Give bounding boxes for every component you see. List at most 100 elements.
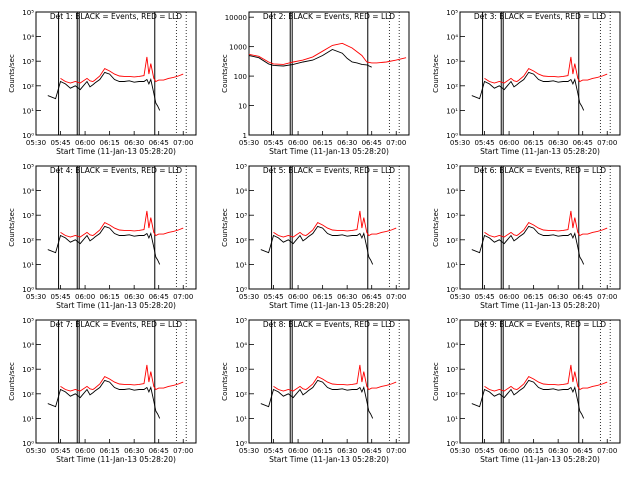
x-axis-label: Start Time (11-Jan-13 05:28:20): [269, 147, 389, 156]
lld-series-line: [273, 364, 397, 392]
y-tick-label: 10²: [446, 237, 458, 245]
plot-frame: [459, 11, 621, 136]
x-tick-label: 05:45: [263, 293, 283, 301]
y-axis-label: Counts/sec: [221, 208, 229, 247]
events-series-line: [471, 379, 585, 419]
events-series-line: [248, 49, 372, 68]
x-tick-label: 06:00: [75, 293, 95, 301]
y-tick-label: 1000: [229, 44, 247, 52]
plot-frame: [35, 319, 197, 444]
x-tick-label: 07:00: [386, 447, 406, 455]
x-tick-label: 05:45: [474, 293, 494, 301]
x-axis-label: Start Time (11-Jan-13 05:28:20): [480, 147, 600, 156]
y-tick-label: 10⁴: [235, 188, 247, 196]
x-tick-label: 05:30: [450, 139, 470, 147]
y-tick-label: 10⁴: [235, 342, 247, 350]
x-tick-label: 06:15: [524, 447, 544, 455]
events-series-line: [260, 379, 374, 419]
y-tick-label: 10¹: [446, 261, 458, 269]
y-tick-label: 10⁵: [235, 317, 247, 325]
x-tick-label: 06:00: [288, 447, 308, 455]
x-tick-label: 05:45: [263, 139, 283, 147]
y-tick-label: 10²: [446, 83, 458, 91]
y-tick-label: 10⁰: [446, 440, 458, 448]
x-tick-label: 05:45: [474, 447, 494, 455]
x-tick-label: 06:15: [100, 139, 120, 147]
x-tick-label: 07:00: [597, 293, 617, 301]
panel-det-3: Det 3: BLACK = Events, RED = LLD 05:30 05:…: [432, 9, 621, 156]
y-tick-label: 10⁰: [22, 132, 34, 140]
x-tick-label: 06:45: [573, 293, 593, 301]
x-tick-label: 07:00: [597, 447, 617, 455]
y-tick-label: 10⁴: [446, 34, 458, 42]
x-tick-label: 06:30: [337, 139, 357, 147]
x-tick-label: 06:45: [149, 447, 169, 455]
y-tick-label: 10⁴: [22, 188, 34, 196]
x-tick-label: 05:30: [26, 139, 46, 147]
x-tick-label: 06:30: [548, 447, 568, 455]
x-tick-label: 06:30: [124, 139, 144, 147]
x-tick-label: 06:15: [100, 447, 120, 455]
x-tick-label: 06:45: [573, 139, 593, 147]
y-tick-label: 10⁵: [22, 163, 34, 171]
x-tick-label: 07:00: [386, 293, 406, 301]
y-axis-label: Counts/sec: [432, 208, 440, 247]
y-tick-label: 10⁰: [235, 440, 247, 448]
x-tick-label: 06:45: [573, 447, 593, 455]
plot-frame: [35, 11, 197, 136]
x-tick-label: 06:15: [100, 293, 120, 301]
y-tick-label: 10¹: [235, 415, 247, 423]
panel-title: Det 6: BLACK = Events, RED = LLD: [474, 166, 606, 175]
x-tick-label: 07:00: [173, 139, 193, 147]
y-axis-label: Counts/sec: [8, 54, 16, 93]
x-tick-label: 06:00: [499, 293, 519, 301]
y-tick-label: 10³: [22, 212, 34, 220]
x-tick-label: 06:00: [288, 293, 308, 301]
y-tick-label: 10⁵: [446, 9, 458, 17]
x-tick-label: 06:00: [75, 447, 95, 455]
panel-det-4: Det 4: BLACK = Events, RED = LLD 05:30 05:…: [8, 163, 197, 310]
x-tick-label: 06:00: [499, 139, 519, 147]
lld-series-line: [60, 56, 184, 84]
x-tick-label: 06:00: [499, 447, 519, 455]
x-tick-label: 06:45: [362, 139, 382, 147]
y-tick-label: 10³: [22, 58, 34, 66]
panel-det-6: Det 6: BLACK = Events, RED = LLD 05:30 05:…: [432, 163, 621, 310]
y-tick-label: 10000: [225, 14, 247, 22]
x-tick-label: 06:45: [149, 139, 169, 147]
y-tick-label: 10¹: [446, 107, 458, 115]
lld-series-line: [484, 210, 608, 238]
plot-frame: [248, 319, 410, 444]
y-tick-label: 10¹: [446, 415, 458, 423]
y-tick-label: 10²: [22, 83, 34, 91]
x-tick-label: 07:00: [173, 293, 193, 301]
y-tick-label: 10³: [446, 366, 458, 374]
y-axis-label: Counts/sec: [221, 362, 229, 401]
x-tick-label: 06:00: [75, 139, 95, 147]
x-axis-label: Start Time (11-Jan-13 05:28:20): [56, 147, 176, 156]
x-tick-label: 07:00: [173, 447, 193, 455]
x-tick-label: 05:45: [474, 139, 494, 147]
plot-frame: [459, 165, 621, 290]
y-tick-label: 10²: [22, 391, 34, 399]
y-tick-label: 10⁰: [235, 286, 247, 294]
y-axis-label: Counts/sec: [221, 54, 229, 93]
y-tick-label: 10³: [446, 58, 458, 66]
x-tick-label: 06:15: [313, 139, 333, 147]
y-tick-label: 10: [238, 103, 247, 111]
panel-title: Det 5: BLACK = Events, RED = LLD: [263, 166, 395, 175]
y-tick-label: 10⁴: [22, 34, 34, 42]
x-tick-label: 07:00: [386, 139, 406, 147]
y-tick-label: 10³: [22, 366, 34, 374]
x-tick-label: 05:45: [263, 447, 283, 455]
y-tick-label: 10⁵: [22, 9, 34, 17]
events-series-line: [47, 225, 161, 265]
y-tick-label: 10⁰: [446, 132, 458, 140]
lld-series-line: [60, 364, 184, 392]
y-axis-label: Counts/sec: [8, 208, 16, 247]
events-series-line: [260, 225, 374, 265]
x-tick-label: 07:00: [597, 139, 617, 147]
plot-frame: [248, 11, 410, 136]
panel-det-8: Det 8: BLACK = Events, RED = LLD 05:30 05:…: [221, 317, 410, 464]
lld-series-line: [248, 42, 407, 65]
